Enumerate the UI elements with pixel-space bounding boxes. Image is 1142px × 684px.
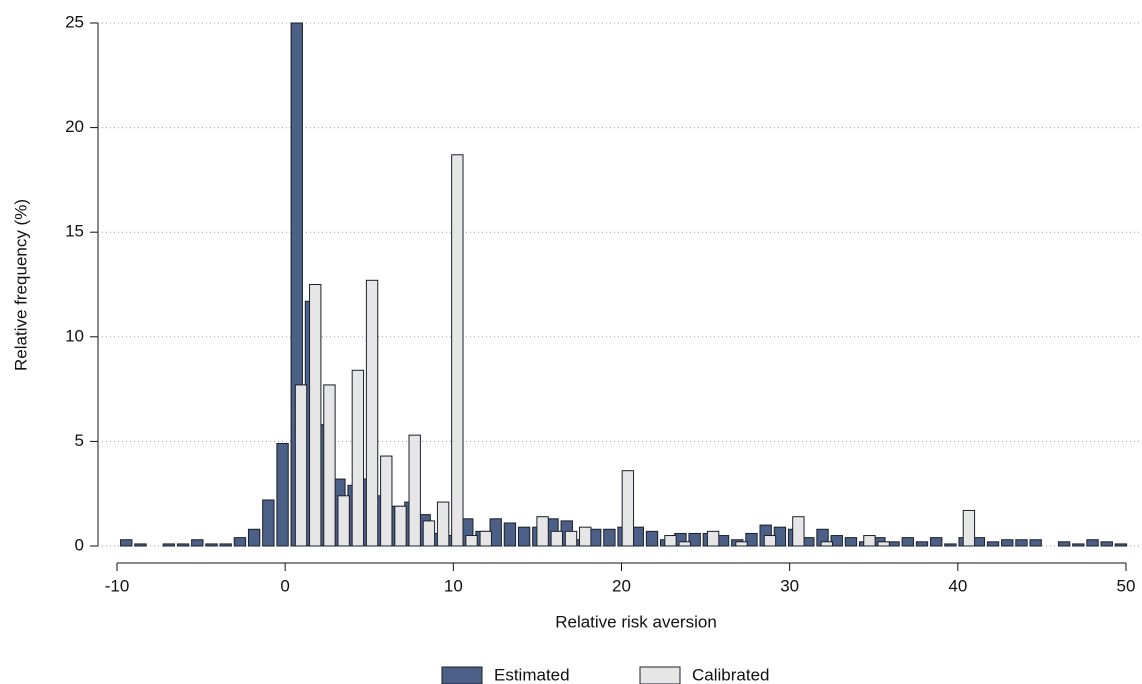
bar bbox=[517, 526, 531, 547]
bar bbox=[1072, 543, 1085, 547]
bar bbox=[422, 520, 436, 547]
bar bbox=[408, 434, 421, 547]
x-tick-label: -10 bbox=[105, 576, 130, 595]
bar bbox=[176, 543, 190, 547]
bar bbox=[120, 539, 133, 547]
bar bbox=[380, 455, 393, 547]
bar bbox=[219, 543, 232, 547]
bar bbox=[678, 541, 691, 547]
legend-swatch bbox=[441, 666, 483, 684]
bar bbox=[550, 530, 563, 547]
legend-swatch bbox=[639, 666, 681, 684]
y-tick-label: 0 bbox=[75, 535, 84, 554]
x-tick-label: 20 bbox=[612, 576, 631, 595]
y-tick-label: 25 bbox=[65, 12, 84, 31]
y-tick-label: 20 bbox=[65, 117, 84, 136]
bar bbox=[645, 530, 659, 547]
bar bbox=[191, 539, 204, 547]
bar bbox=[233, 537, 247, 547]
bar bbox=[162, 543, 176, 547]
x-tick-label: 40 bbox=[948, 576, 967, 595]
legend-label: Calibrated bbox=[692, 665, 770, 684]
bar bbox=[323, 384, 336, 547]
y-tick-label: 5 bbox=[75, 431, 84, 450]
bar bbox=[337, 495, 350, 547]
bar bbox=[276, 442, 289, 547]
bar bbox=[863, 535, 876, 547]
bar bbox=[1100, 541, 1113, 547]
bar bbox=[664, 535, 677, 547]
bar bbox=[930, 537, 943, 547]
bar bbox=[944, 543, 957, 547]
bar bbox=[688, 532, 701, 547]
bar bbox=[262, 499, 275, 547]
bar bbox=[134, 543, 147, 547]
y-axis-label: Relative frequency (%) bbox=[11, 199, 30, 371]
bar bbox=[603, 528, 616, 547]
bar bbox=[351, 369, 365, 547]
bar bbox=[844, 537, 858, 547]
y-tick-label: 15 bbox=[65, 222, 84, 241]
bar bbox=[962, 509, 976, 547]
bar bbox=[394, 505, 407, 547]
bar bbox=[735, 541, 748, 547]
bar bbox=[820, 541, 833, 547]
bar bbox=[763, 535, 777, 547]
bar bbox=[465, 535, 478, 547]
bar bbox=[436, 501, 450, 547]
x-tick-label: 50 bbox=[1117, 576, 1136, 595]
bar bbox=[792, 516, 805, 547]
bar bbox=[451, 154, 464, 547]
bar bbox=[1001, 539, 1014, 547]
bar bbox=[294, 384, 308, 547]
bar bbox=[536, 516, 549, 547]
bar bbox=[564, 530, 578, 547]
bar bbox=[479, 530, 492, 547]
bar bbox=[706, 530, 720, 547]
bar bbox=[579, 526, 592, 547]
bar bbox=[1057, 541, 1071, 547]
bar bbox=[365, 279, 379, 547]
bar bbox=[1015, 539, 1028, 547]
bar bbox=[830, 535, 843, 547]
y-tick-label: 10 bbox=[65, 326, 84, 345]
x-tick-label: 0 bbox=[280, 576, 289, 595]
bar bbox=[247, 528, 261, 547]
bar bbox=[745, 532, 758, 547]
x-tick-label: 10 bbox=[444, 576, 463, 595]
bar bbox=[1029, 539, 1042, 547]
bar bbox=[503, 522, 517, 547]
bar bbox=[986, 541, 1000, 547]
bar bbox=[1086, 539, 1099, 547]
x-tick-label: 30 bbox=[780, 576, 799, 595]
bar bbox=[901, 537, 914, 547]
bar bbox=[877, 541, 890, 547]
bar bbox=[1114, 543, 1128, 547]
bar bbox=[915, 541, 929, 547]
x-axis-label: Relative risk aversion bbox=[555, 612, 717, 631]
bar bbox=[205, 543, 218, 547]
bar bbox=[309, 284, 322, 547]
bar bbox=[621, 470, 635, 547]
legend-label: Estimated bbox=[494, 665, 570, 684]
